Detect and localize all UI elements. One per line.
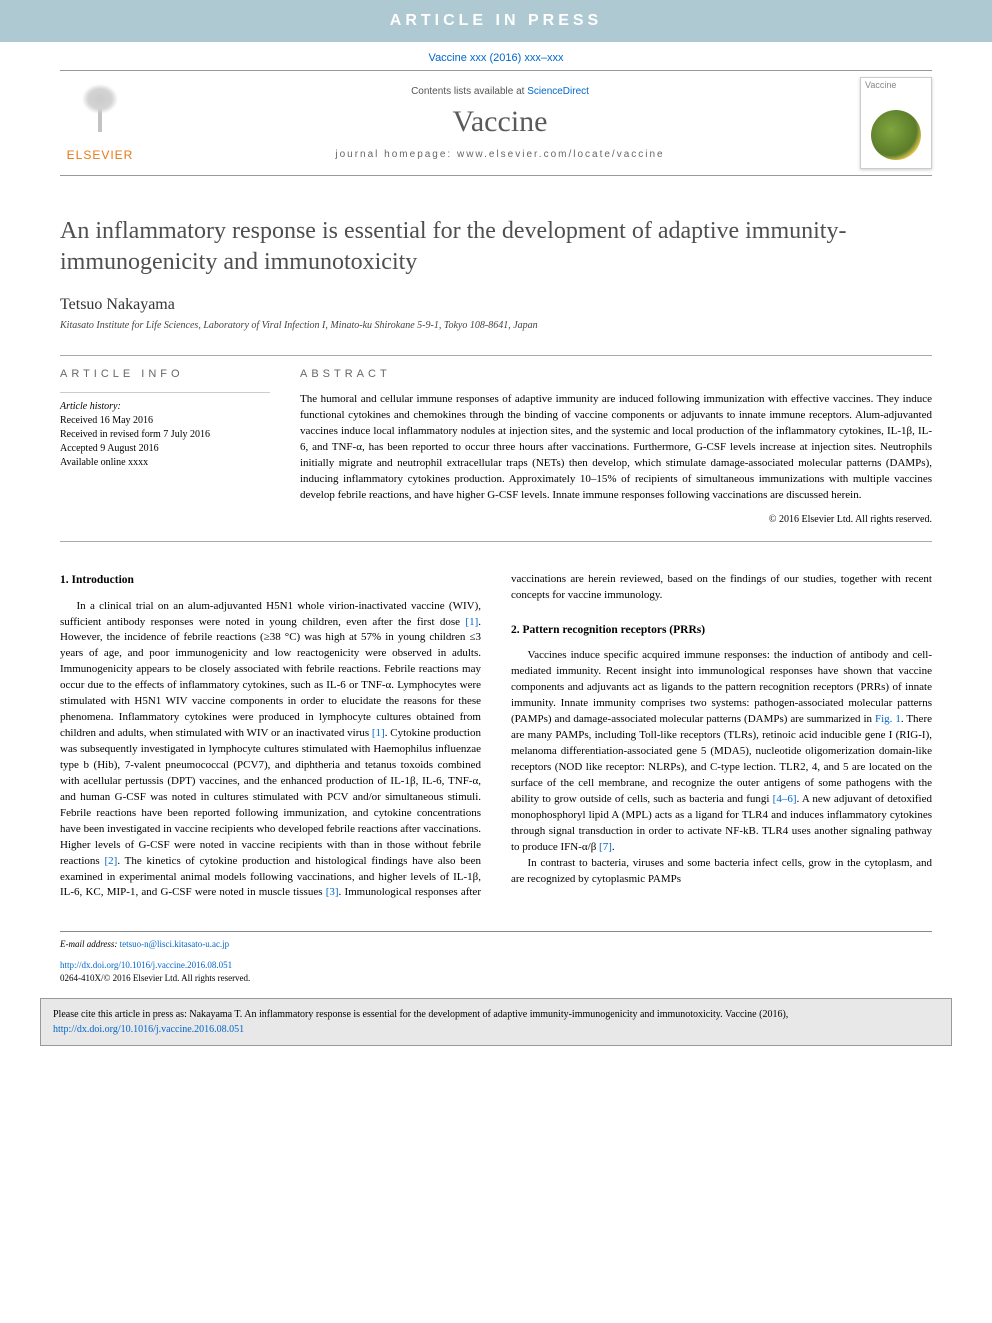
cite-box: Please cite this article in press as: Na… bbox=[40, 998, 952, 1046]
info-abstract-row: ARTICLE INFO Article history: Received 1… bbox=[60, 355, 932, 542]
body-text: . Cytokine production was subsequently i… bbox=[60, 727, 481, 867]
article-content: An inflammatory response is essential fo… bbox=[60, 216, 932, 901]
sciencedirect-link[interactable]: ScienceDirect bbox=[527, 86, 589, 97]
figure-link[interactable]: Fig. 1 bbox=[875, 713, 901, 725]
article-in-press-banner: ARTICLE IN PRESS bbox=[0, 0, 992, 42]
doi-link[interactable]: http://dx.doi.org/10.1016/j.vaccine.2016… bbox=[60, 960, 232, 970]
ref-link[interactable]: [1] bbox=[372, 727, 385, 739]
section-1-heading: 1. Introduction bbox=[60, 572, 481, 589]
article-info-heading: ARTICLE INFO bbox=[60, 368, 270, 380]
article-author: Tetsuo Nakayama bbox=[60, 296, 932, 314]
section-2-paragraph: Vaccines induce specific acquired immune… bbox=[511, 648, 932, 855]
journal-name: Vaccine bbox=[140, 105, 860, 139]
ref-link[interactable]: [3] bbox=[326, 886, 339, 898]
body-columns: 1. Introduction In a clinical trial on a… bbox=[60, 572, 932, 901]
ref-link[interactable]: [7] bbox=[599, 841, 612, 853]
ref-link[interactable]: [2] bbox=[105, 855, 118, 867]
history-label: Article history: bbox=[60, 401, 270, 412]
ref-link[interactable]: [1] bbox=[465, 616, 478, 628]
header-center: Contents lists available at ScienceDirec… bbox=[140, 86, 860, 160]
cite-text: Please cite this article in press as: Na… bbox=[53, 1009, 788, 1020]
abstract-column: ABSTRACT The humoral and cellular immune… bbox=[300, 368, 932, 525]
cover-label: Vaccine bbox=[861, 78, 931, 92]
info-divider bbox=[60, 392, 270, 393]
journal-homepage: journal homepage: www.elsevier.com/locat… bbox=[140, 149, 860, 160]
article-title: An inflammatory response is essential fo… bbox=[60, 216, 932, 278]
history-online: Available online xxxx bbox=[60, 456, 270, 470]
section-2-paragraph-2: In contrast to bacteria, viruses and som… bbox=[511, 856, 932, 888]
section-2-heading: 2. Pattern recognition receptors (PRRs) bbox=[511, 622, 932, 639]
elsevier-text: ELSEVIER bbox=[60, 148, 140, 162]
article-info-column: ARTICLE INFO Article history: Received 1… bbox=[60, 368, 270, 525]
doi-line: http://dx.doi.org/10.1016/j.vaccine.2016… bbox=[60, 959, 932, 972]
footer-block: E-mail address: tetsuo-n@lisci.kitasato-… bbox=[60, 931, 932, 984]
email-line: E-mail address: tetsuo-n@lisci.kitasato-… bbox=[60, 938, 932, 951]
abstract-copyright: © 2016 Elsevier Ltd. All rights reserved… bbox=[300, 514, 932, 525]
body-text: In a clinical trial on an alum-adjuvante… bbox=[60, 600, 481, 628]
history-accepted: Accepted 9 August 2016 bbox=[60, 442, 270, 456]
cover-art-icon bbox=[871, 110, 921, 160]
elsevier-logo: ELSEVIER bbox=[60, 78, 140, 168]
history-revised: Received in revised form 7 July 2016 bbox=[60, 428, 270, 442]
contents-line: Contents lists available at ScienceDirec… bbox=[140, 86, 860, 97]
body-text: . However, the incidence of febrile reac… bbox=[60, 616, 481, 740]
abstract-heading: ABSTRACT bbox=[300, 368, 932, 380]
citation-top: Vaccine xxx (2016) xxx–xxx bbox=[0, 42, 992, 70]
journal-cover-thumb: Vaccine bbox=[860, 77, 932, 169]
history-received: Received 16 May 2016 bbox=[60, 414, 270, 428]
cite-doi-link[interactable]: http://dx.doi.org/10.1016/j.vaccine.2016… bbox=[53, 1024, 244, 1035]
ref-link[interactable]: [4–6] bbox=[773, 793, 797, 805]
elsevier-tree-icon bbox=[60, 78, 140, 148]
abstract-text: The humoral and cellular immune response… bbox=[300, 392, 932, 504]
email-label: E-mail address: bbox=[60, 939, 120, 949]
body-text: . There are many PAMPs, including Toll-l… bbox=[511, 713, 932, 805]
body-text: . bbox=[612, 841, 615, 853]
article-affiliation: Kitasato Institute for Life Sciences, La… bbox=[60, 320, 932, 331]
journal-header: ELSEVIER Contents lists available at Sci… bbox=[60, 70, 932, 176]
email-link[interactable]: tetsuo-n@lisci.kitasato-u.ac.jp bbox=[120, 939, 230, 949]
body-text: Vaccines induce specific acquired immune… bbox=[511, 649, 932, 725]
contents-prefix: Contents lists available at bbox=[411, 86, 527, 97]
issn-line: 0264-410X/© 2016 Elsevier Ltd. All right… bbox=[60, 972, 932, 985]
